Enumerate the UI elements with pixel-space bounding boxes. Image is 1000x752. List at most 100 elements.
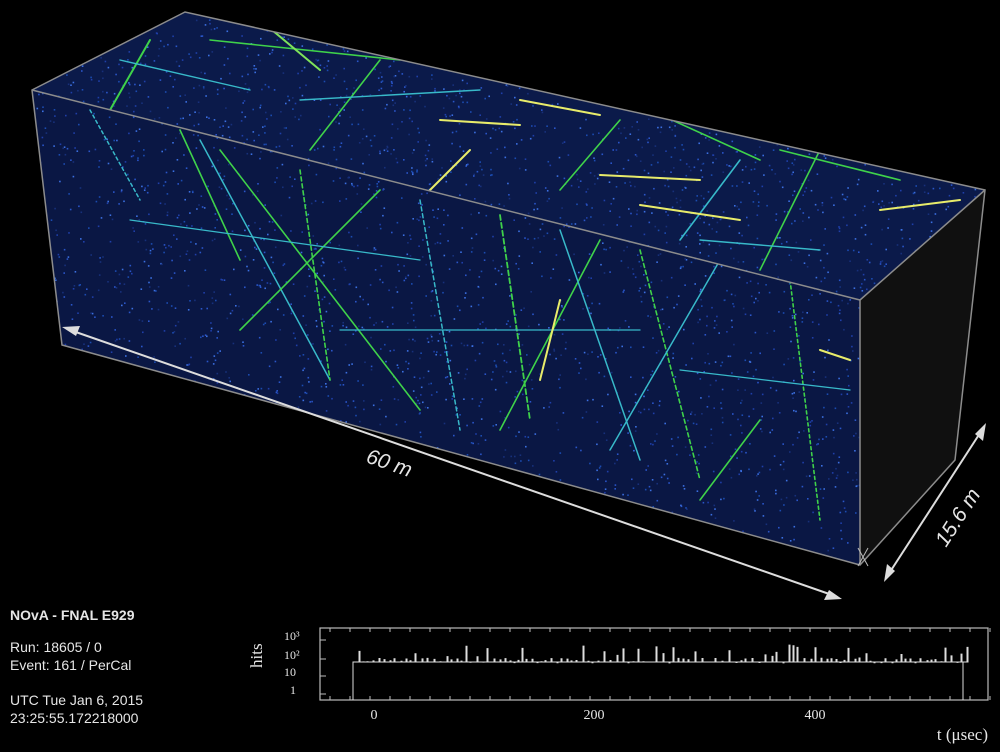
hit-dot	[323, 320, 325, 323]
hit-dot	[760, 419, 763, 421]
hit-dot	[411, 28, 413, 31]
hit-dot	[720, 481, 722, 484]
hit-dot	[300, 525, 303, 528]
hit-dot	[356, 539, 359, 541]
hit-dot	[308, 275, 311, 277]
hit-dot	[713, 538, 716, 541]
hit-dot	[360, 211, 362, 213]
hit-dot	[115, 73, 117, 76]
hit-dot	[445, 398, 447, 401]
hit-dot	[98, 166, 100, 168]
hit-dot	[327, 348, 329, 351]
hit-dot	[459, 513, 462, 516]
hit-dot	[478, 405, 481, 407]
hit-dot	[988, 167, 990, 169]
hit-dot	[783, 290, 786, 293]
hit-dot	[986, 157, 988, 159]
hit-dot	[708, 125, 710, 128]
hit-dot	[808, 299, 810, 301]
hit-dot	[246, 265, 248, 268]
hit-dot	[451, 114, 454, 116]
hit-dot	[530, 379, 533, 381]
hit-dot	[127, 452, 129, 454]
hit-dot	[708, 243, 711, 246]
hit-dot	[814, 203, 817, 206]
hit-dot	[679, 199, 682, 202]
hit-dot	[824, 356, 826, 359]
hit-dot	[253, 68, 255, 70]
hit-dot	[680, 266, 682, 268]
hit-dot	[173, 272, 176, 274]
hit-dot	[340, 541, 342, 543]
hit-dot	[70, 64, 73, 67]
hit-dot	[278, 145, 281, 148]
hit-dot	[346, 37, 349, 39]
hit-dot	[667, 96, 669, 98]
hit-dot	[111, 316, 113, 318]
hit-dot	[829, 57, 832, 60]
hit-dot	[694, 119, 697, 121]
hit-dot	[102, 90, 104, 93]
hit-dot	[111, 29, 114, 32]
hit-dot	[839, 286, 841, 288]
hit-dot	[816, 443, 818, 446]
hit-dot	[865, 133, 868, 136]
hit-dot	[549, 164, 552, 167]
hit-dot	[704, 137, 707, 139]
hit-dot	[952, 100, 955, 103]
hit-dot	[486, 76, 488, 78]
hit-dot	[436, 351, 438, 353]
hit-dot	[396, 50, 399, 52]
hit-dot	[927, 192, 930, 195]
hit-dot	[97, 96, 100, 99]
hit-dot	[946, 92, 948, 95]
hit-dot	[552, 72, 555, 75]
hit-dot	[301, 70, 303, 72]
hit-dot	[728, 554, 731, 556]
hit-dot	[826, 300, 829, 302]
hit-dot	[970, 25, 972, 27]
hit-dot	[699, 318, 701, 321]
hit-dot	[881, 200, 884, 203]
hit-dot	[254, 221, 256, 224]
hit-dot	[712, 470, 715, 473]
hit-dot	[118, 63, 120, 66]
hit-dot	[741, 181, 744, 183]
hit-dot	[822, 109, 825, 112]
hit-dot	[277, 505, 280, 508]
hit-dot	[838, 377, 840, 380]
hit-dot	[214, 227, 216, 229]
hit-dot	[248, 22, 250, 24]
hit-dot	[764, 46, 766, 49]
hit-dot	[324, 427, 326, 430]
hit-dot	[284, 549, 286, 552]
hit-dot	[702, 241, 705, 243]
hit-dot	[870, 99, 872, 101]
hit-dot	[866, 102, 868, 105]
hit-dot	[622, 291, 625, 293]
hit-dot	[664, 459, 667, 462]
hit-dot	[816, 558, 819, 560]
hit-dot	[299, 448, 301, 451]
hit-dot	[471, 30, 474, 33]
hit-dot	[861, 283, 863, 285]
hit-dot	[754, 331, 757, 334]
hit-dot	[788, 115, 790, 118]
hit-dot	[793, 392, 795, 394]
hit-dot	[921, 49, 924, 51]
hit-dot	[816, 94, 818, 97]
hit-dot	[689, 169, 692, 172]
hit-dot	[402, 491, 404, 494]
hit-dot	[610, 203, 612, 205]
hit-dot	[482, 506, 485, 508]
hit-dot	[477, 564, 479, 565]
hit-dot	[503, 492, 505, 494]
hit-dot	[752, 201, 755, 203]
hit-dot	[518, 255, 521, 257]
hit-dot	[459, 194, 461, 196]
hit-dot	[496, 501, 498, 503]
hit-dot	[50, 422, 53, 425]
hit-dot	[927, 26, 930, 28]
hit-dot	[153, 118, 156, 120]
hit-dot	[836, 32, 838, 35]
